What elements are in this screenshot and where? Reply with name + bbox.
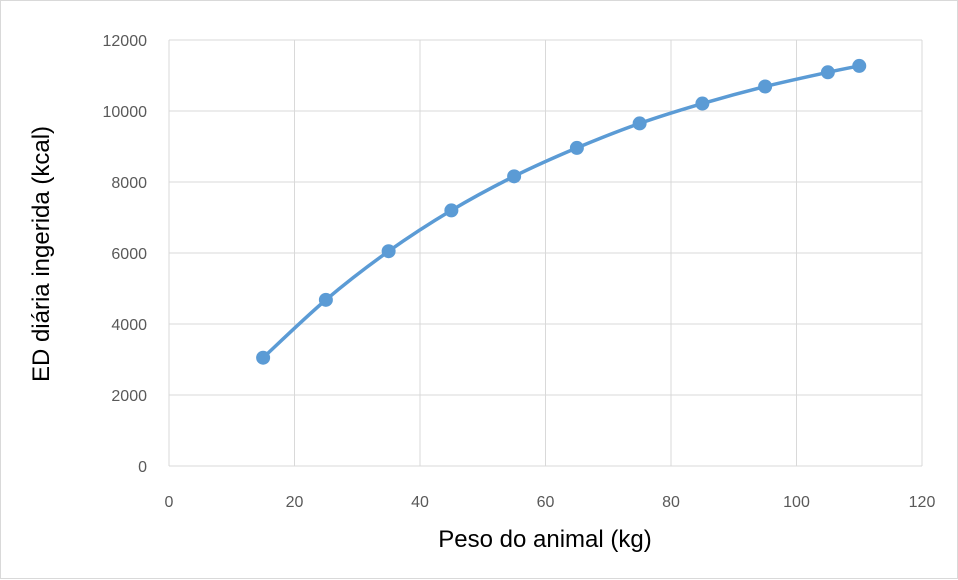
x-tick-label: 60	[537, 494, 555, 511]
x-tick-label: 0	[165, 494, 174, 511]
y-axis-title: ED diária ingerida (kcal)	[28, 126, 55, 382]
data-point	[444, 203, 459, 218]
x-tick-label: 120	[909, 494, 936, 511]
x-tick-label: 80	[662, 494, 680, 511]
data-point	[632, 116, 647, 131]
data-series	[256, 58, 867, 365]
data-point	[318, 292, 333, 307]
data-point	[852, 58, 867, 73]
x-tick-label: 40	[411, 494, 429, 511]
data-point	[507, 169, 522, 184]
y-tick-label: 8000	[111, 175, 147, 192]
data-point	[758, 79, 773, 94]
axes	[168, 40, 922, 467]
y-tick-label: 6000	[111, 246, 147, 263]
data-point	[695, 96, 710, 111]
y-tick-label: 4000	[111, 317, 147, 334]
data-point	[569, 140, 584, 155]
gridlines	[169, 39, 923, 466]
x-tick-labels: 0 20 40 60 80 100 120	[165, 494, 936, 511]
data-point	[381, 244, 396, 259]
y-tick-label: 12000	[103, 33, 148, 50]
data-point	[256, 350, 271, 365]
series-line	[261, 64, 861, 360]
x-axis-title: Peso do animal (kg)	[438, 526, 651, 553]
x-tick-label: 20	[286, 494, 304, 511]
x-tick-label: 100	[783, 494, 810, 511]
y-tick-label: 2000	[111, 388, 147, 405]
y-tick-label: 10000	[103, 104, 148, 121]
y-tick-label: 0	[138, 459, 147, 476]
y-tick-labels: 0 2000 4000 6000 8000 10000 12000	[103, 33, 148, 476]
data-point	[820, 65, 835, 80]
